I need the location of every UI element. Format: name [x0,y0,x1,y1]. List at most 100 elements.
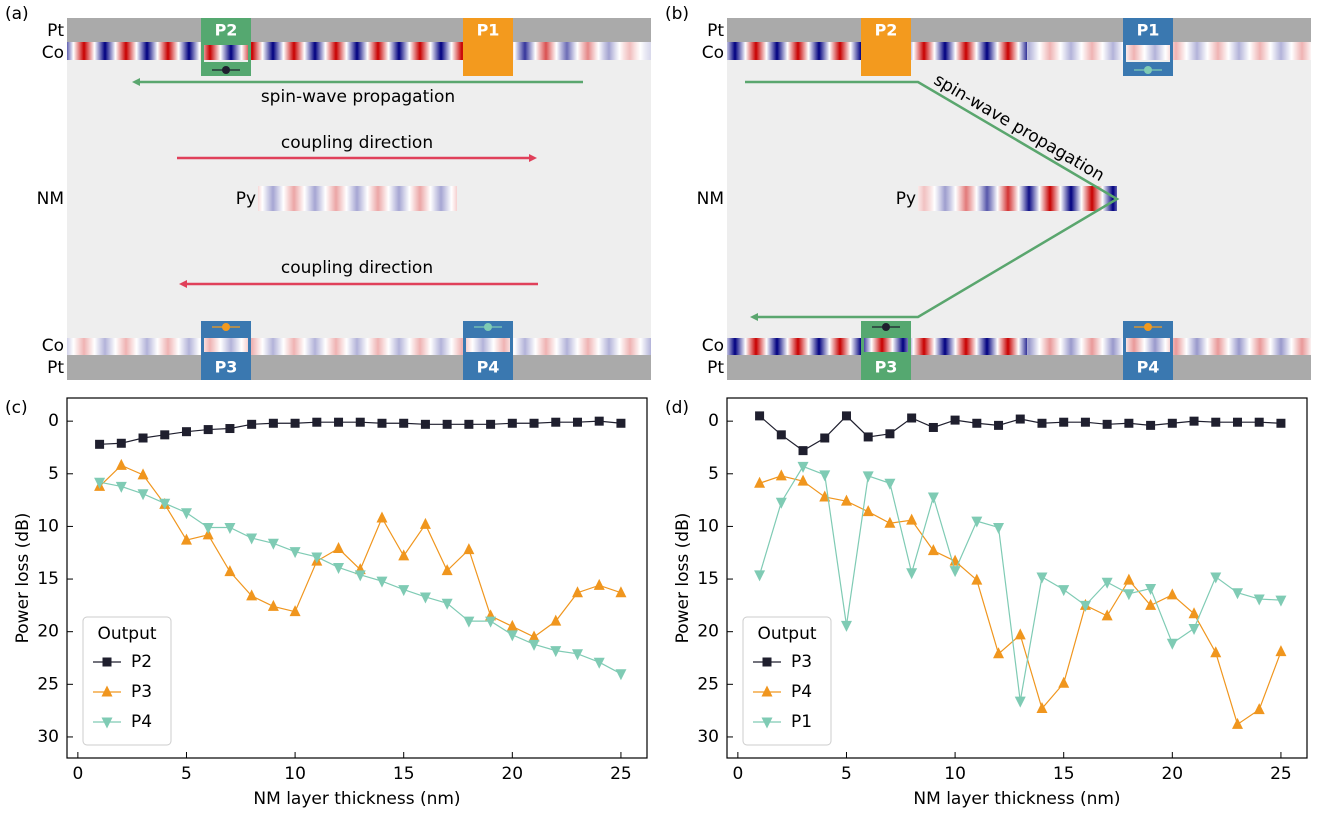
series-line [759,465,1281,702]
port-label: P3 [875,358,898,377]
data-point [160,430,170,440]
data-point [1231,588,1243,600]
data-point [1059,417,1069,427]
pt-layer [727,355,1311,380]
legend-label: P1 [791,712,812,732]
data-point [1036,702,1048,714]
port-label-box [1123,355,1173,380]
data-point [202,522,214,534]
y-tick-label: 25 [37,674,59,694]
data-point [755,411,765,421]
x-tick-label: 10 [944,764,966,784]
legend-label: P4 [131,712,152,732]
data-point [1276,418,1286,428]
legend-marker [101,685,113,697]
data-point [1058,585,1070,597]
data-point [1275,645,1287,657]
data-point [1231,717,1243,729]
port-label: P2 [875,21,898,40]
data-point [419,517,431,529]
probe-icon [882,323,890,331]
y-tick-label: 5 [48,464,59,484]
data-point [1015,414,1025,424]
data-point [1188,607,1200,619]
data-point [949,566,961,578]
data-point [841,411,851,421]
data-point [819,470,831,482]
y-tick-label: 15 [697,569,719,589]
pt-layer [67,18,651,42]
annotation: coupling direction [281,133,433,153]
data-point [311,552,323,564]
port-label-box [861,18,911,42]
data-point [333,562,345,574]
panel-label: (d) [665,398,689,418]
data-point [862,505,874,517]
data-point [615,586,627,598]
data-point [1014,628,1026,640]
data-point [1014,696,1026,708]
data-point [1101,609,1113,621]
x-tick-label: 5 [181,764,192,784]
panel-label: (c) [5,398,28,418]
data-point [224,522,236,534]
data-point [116,438,126,448]
data-point [355,417,365,427]
x-tick-label: 20 [501,764,523,784]
data-point [289,605,301,617]
data-point [159,498,171,510]
y-tick-label: 20 [37,622,59,642]
data-point [593,657,605,669]
data-point [994,420,1004,430]
data-point [1102,419,1112,429]
legend-box [742,616,832,746]
data-point [1037,418,1047,428]
data-point [863,432,873,442]
data-point [267,599,279,611]
legend-marker [101,717,113,729]
data-point [463,543,475,555]
data-point [885,429,895,439]
fade [918,186,1117,211]
data-point [507,418,517,428]
data-point [616,418,626,428]
data-point [862,471,874,483]
plot-frame [726,397,1308,759]
data-point [464,419,474,429]
legend-label: P3 [791,652,812,672]
data-point [247,419,257,429]
port-label: P1 [1137,21,1160,40]
data-point [1210,572,1222,584]
data-point [486,419,496,429]
data-point [94,477,106,489]
data-point [268,418,278,428]
data-point [137,468,149,480]
legend-label: P3 [131,682,152,702]
data-point [290,418,300,428]
data-point [1253,594,1265,606]
data-point [267,538,279,550]
data-point [950,415,960,425]
data-point [1166,588,1178,600]
data-point [485,616,497,628]
legend-marker [762,657,772,667]
port-label: P4 [1137,358,1160,377]
pt-layer [727,18,1311,42]
data-point [798,446,808,456]
data-point [441,598,453,610]
y-tick-label: 10 [697,516,719,536]
data-point [1253,703,1265,715]
data-point [884,516,896,528]
fade [67,338,651,355]
y-axis-label: Power loss (dB) [673,513,693,644]
data-point [1080,417,1090,427]
data-point [572,417,582,427]
data-point [442,419,452,429]
data-point [115,481,127,493]
data-point [775,497,787,509]
layer-label: NM [37,189,64,209]
data-point [993,522,1005,534]
y-tick-label: 10 [37,516,59,536]
data-point [993,647,1005,659]
data-point [398,585,410,597]
